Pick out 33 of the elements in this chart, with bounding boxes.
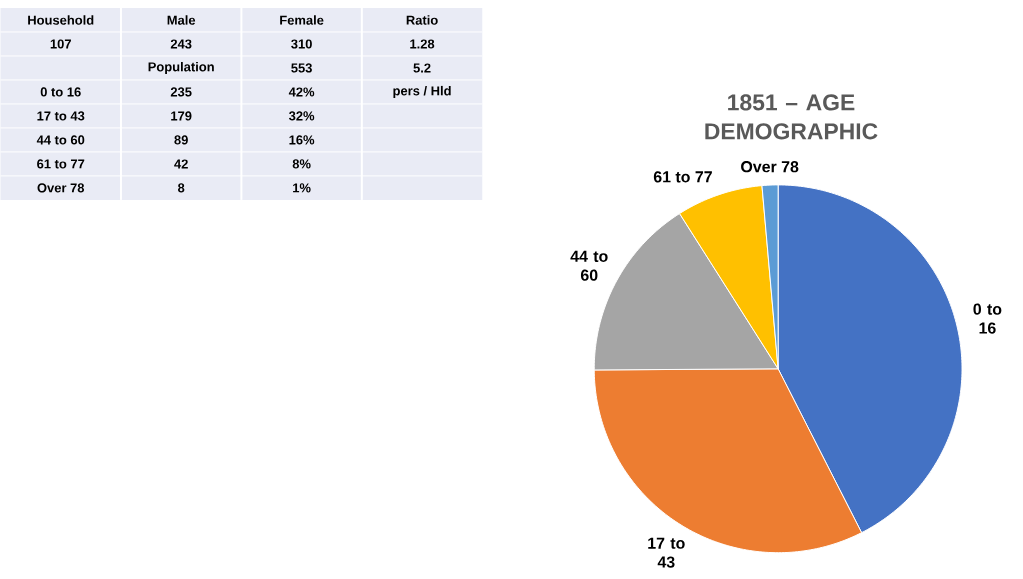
text: 8 (177, 183, 185, 193)
chart-title: 1851 – AGE DEMOGRAPHIC (705, 94, 878, 140)
text: 16% (289, 135, 315, 145)
text: Ratio (406, 15, 438, 25)
text: 17 to 43 (37, 111, 85, 121)
text: 32% (288, 111, 315, 121)
slice-label: 17 to 43 (648, 537, 685, 568)
text: 8% (292, 159, 311, 169)
text: 553 (291, 63, 312, 73)
text: Female (280, 15, 324, 25)
text: 89 (174, 135, 188, 145)
text: 0 to 16 (40, 87, 81, 97)
slice-label: Over 78 (741, 161, 799, 173)
text: 235 (170, 87, 192, 97)
text: 5.2 (413, 63, 431, 73)
text: 179 (171, 111, 192, 121)
text: 1% (293, 183, 311, 193)
slice-label: 44 to 60 (570, 250, 608, 281)
text: 42% (288, 87, 315, 97)
text: 44 to 60 (36, 135, 85, 145)
text: pers / Hld (393, 86, 451, 99)
text: 243 (170, 39, 192, 49)
text: 310 (291, 39, 312, 49)
text: Population (148, 62, 214, 75)
slice-label: 0 to 16 (973, 303, 1002, 334)
text: 1.28 (410, 39, 435, 49)
text: Household (28, 15, 94, 25)
text: Over 78 (37, 183, 85, 193)
text: 61 to 77 (37, 159, 85, 169)
text: Male (167, 15, 196, 25)
text: 107 (50, 39, 71, 49)
text: 42 (174, 159, 188, 169)
slice-label: 61 to 77 (653, 171, 712, 183)
